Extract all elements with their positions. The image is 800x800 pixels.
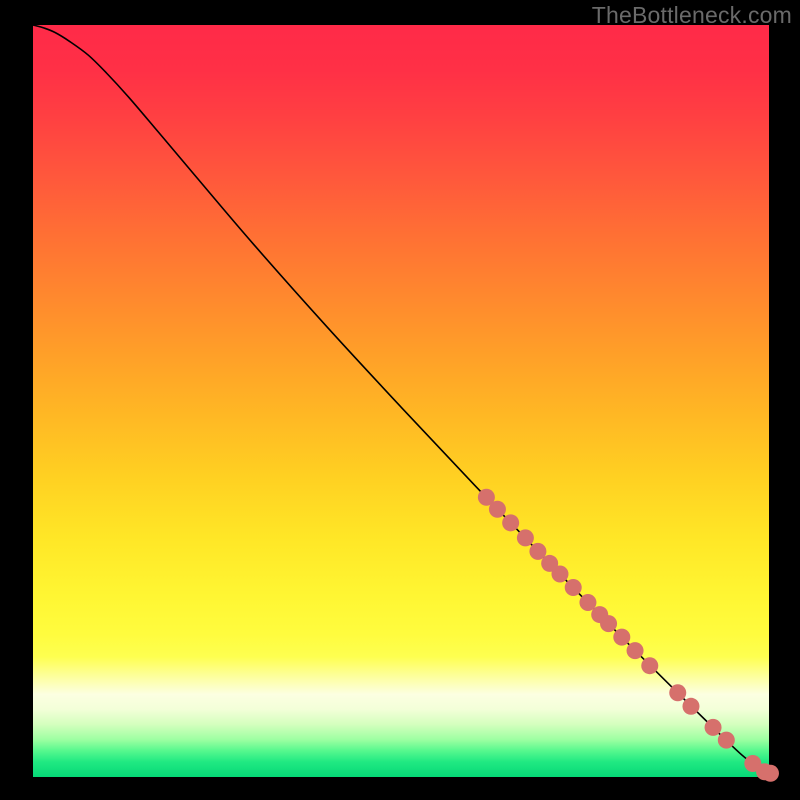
data-marker: [489, 501, 506, 518]
data-marker: [762, 765, 779, 782]
data-markers: [478, 489, 779, 782]
data-marker: [669, 684, 686, 701]
trend-curve: [33, 25, 769, 774]
data-marker: [565, 579, 582, 596]
data-marker: [641, 657, 658, 674]
data-marker: [517, 529, 534, 546]
data-marker: [551, 565, 568, 582]
data-marker: [613, 629, 630, 646]
watermark-text: TheBottleneck.com: [592, 2, 792, 29]
data-marker: [718, 732, 735, 749]
chart-overlay-svg: [0, 0, 800, 800]
data-marker: [627, 642, 644, 659]
data-marker: [682, 698, 699, 715]
data-marker: [502, 514, 519, 531]
data-marker: [705, 719, 722, 736]
data-marker: [600, 615, 617, 632]
